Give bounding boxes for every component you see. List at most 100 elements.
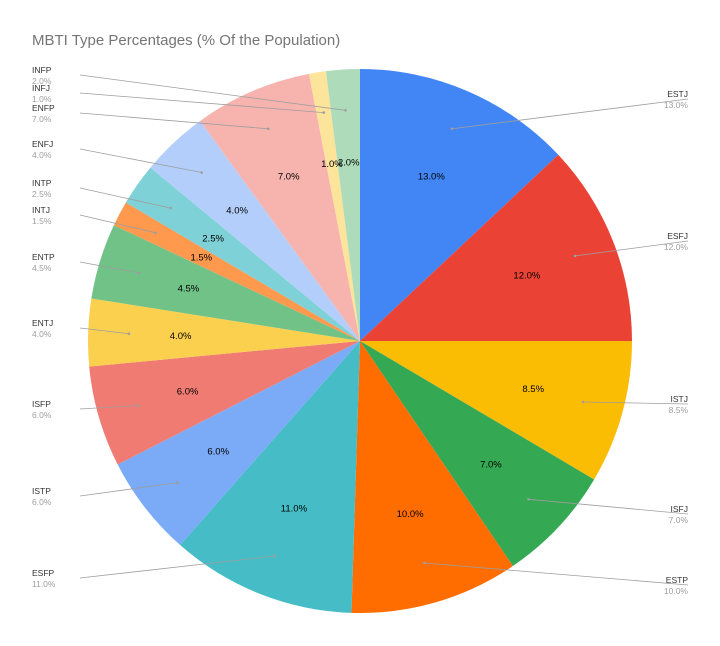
pie-slice-estp [351, 341, 513, 614]
callout-anchor-enfj [200, 171, 203, 174]
callout-value-enfp: 7.0% [32, 114, 52, 124]
callout-name-enfj: ENFJ [32, 139, 53, 149]
pie-slice-istj [360, 341, 632, 480]
callout-leader-istp [79, 482, 178, 497]
callout-value-enfj: 4.0% [32, 150, 52, 160]
callout-anchor-istj [581, 400, 585, 404]
slice-value-label-infp: 2.0% [338, 157, 360, 168]
callout-name-estj: ESTJ [667, 89, 688, 99]
callout-value-istp: 6.0% [32, 497, 52, 507]
pie-slice-esfj [360, 154, 632, 341]
callout-value-intp: 2.5% [32, 189, 52, 199]
callout-name-intj: INTJ [32, 205, 50, 215]
callout-leader-intj [79, 214, 156, 234]
slice-value-label-istp: 6.0% [207, 447, 229, 458]
callout-anchor-esfj [573, 254, 577, 258]
callout-leader-isfj [528, 498, 689, 515]
callout-leader-entj [79, 327, 129, 335]
callout-name-estp: ESTP [666, 575, 689, 585]
callout-leader-infj [79, 92, 324, 113]
slice-value-label-entp: 4.5% [178, 284, 200, 295]
callout-name-infp: INFP [32, 65, 52, 75]
callout-anchor-esfp [273, 554, 277, 558]
callout-anchor-intj [154, 231, 157, 235]
callout-anchor-entj [127, 332, 131, 336]
callout-value-isfj: 7.0% [669, 515, 689, 525]
pie-slice-infj [309, 71, 360, 341]
slice-value-label-isfj: 7.0% [480, 459, 502, 470]
slice-value-labels: 13.0% 12.0% 8.5% 7.0% 10.0% 11.0% 6.0% 6.0% 4.0%… [170, 157, 545, 520]
pie-slice-isfp [89, 341, 361, 465]
callout-anchor-estp [423, 561, 426, 565]
pie-slice-isfj [360, 341, 595, 566]
pie-slice-infp [325, 69, 360, 341]
callout-name-enfp: ENFP [32, 103, 55, 113]
pie-slice-entp [91, 225, 360, 341]
pie-slice-istp [117, 341, 361, 546]
callout-name-intp: INTP [32, 178, 52, 188]
callout-name-esfj: ESFJ [667, 231, 688, 241]
callout-name-entj: ENTJ [32, 318, 53, 328]
callout-value-estj: 13.0% [664, 100, 689, 110]
callout-leader-estp [424, 562, 689, 586]
callout-value-entj: 4.0% [32, 329, 52, 339]
callout-value-infj: 1.0% [32, 94, 52, 104]
callout-leader-entp [79, 261, 140, 274]
callout-value-entp: 4.5% [32, 263, 52, 273]
callout-value-intj: 1.5% [32, 216, 52, 226]
pie-slice-esfp [180, 341, 360, 613]
callout-anchor-enfp [266, 127, 270, 131]
callout-name-esfp: ESFP [32, 568, 55, 578]
pie-slice-estj [360, 69, 559, 341]
callout-leader-intp [79, 187, 171, 209]
slice-value-label-estp: 10.0% [397, 509, 424, 520]
callout-value-estp: 10.0% [664, 586, 689, 596]
slice-value-label-infj: 1.0% [321, 159, 343, 170]
callout-anchor-istp [176, 481, 179, 485]
callout-leader-estj [451, 98, 689, 130]
callout-leader-esfp [79, 555, 275, 579]
slice-value-label-estj: 13.0% [418, 172, 445, 183]
callout-leader-istj [582, 401, 689, 405]
callout-anchor-intp [169, 206, 173, 210]
slice-value-label-esfj: 12.0% [513, 270, 540, 281]
callout-leader-enfp [79, 112, 269, 130]
callout-value-esfp: 11.0% [32, 579, 56, 589]
slice-value-label-enfj: 4.0% [226, 206, 248, 217]
slice-value-label-intp: 2.5% [202, 233, 224, 244]
callout-name-isfp: ISFP [32, 399, 51, 409]
pie-slice-intp [125, 167, 360, 341]
slice-value-label-esfp: 11.0% [281, 503, 308, 514]
callout-leader-esfj [574, 240, 689, 257]
slice-value-label-istj: 8.5% [522, 384, 544, 395]
callout-value-infp: 2.0% [32, 76, 52, 86]
pie-slice-intj [113, 202, 360, 341]
callout-leader-infp [79, 74, 346, 111]
callout-name-entp: ENTP [32, 252, 55, 262]
callout-anchor-estj [450, 127, 454, 131]
callout-value-esfj: 12.0% [664, 242, 689, 252]
callout-leader-isfp [79, 405, 139, 410]
callout-legend: ESTJ13.0%ESFJ12.0%ISTJ8.5%ISFJ7.0%ESTP10… [32, 65, 688, 596]
slice-value-label-enfp: 7.0% [278, 172, 300, 183]
callout-anchor-entp [137, 271, 141, 275]
pie-slice-entj [88, 298, 360, 367]
slice-value-label-isfp: 6.0% [177, 387, 199, 398]
callout-anchor-infp [344, 109, 347, 112]
pie-slices [88, 69, 632, 614]
